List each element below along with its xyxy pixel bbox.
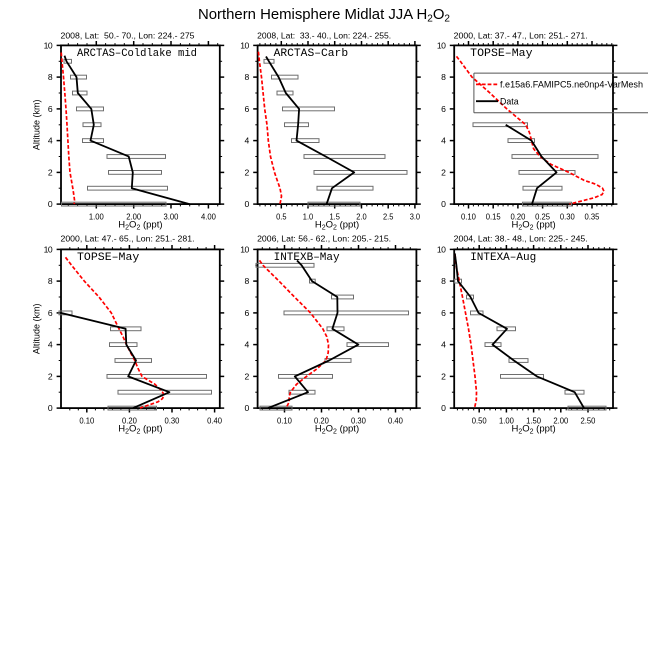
svg-text:INTEXA–Aug: INTEXA–Aug — [470, 252, 536, 264]
svg-text:H2O2 (ppt): H2O2 (ppt) — [118, 424, 162, 436]
svg-text:0.40: 0.40 — [388, 415, 403, 425]
svg-text:10: 10 — [240, 244, 249, 254]
svg-text:0.10: 0.10 — [79, 415, 94, 425]
svg-text:2008, Lat: 33.- 40., Lon: 224: 2008, Lat: 33.- 40., Lon: 224.- 255. — [257, 31, 391, 41]
svg-text:2.50: 2.50 — [581, 415, 596, 425]
svg-text:Data: Data — [500, 96, 519, 106]
svg-text:Northern Hemisphere Midlat JJA: Northern Hemisphere Midlat JJA H2O2 — [198, 7, 450, 25]
svg-text:H2O2 (ppt): H2O2 (ppt) — [511, 220, 555, 232]
svg-text:H2O2 (ppt): H2O2 (ppt) — [315, 220, 359, 232]
svg-text:Altitude (km): Altitude (km) — [32, 304, 42, 355]
svg-text:0: 0 — [48, 403, 53, 413]
svg-text:2.00: 2.00 — [126, 211, 141, 221]
svg-text:1.00: 1.00 — [89, 211, 104, 221]
svg-text:H2O2 (ppt): H2O2 (ppt) — [315, 424, 359, 436]
svg-text:ARCTAS–Coldlake mid: ARCTAS–Coldlake mid — [77, 48, 197, 60]
svg-text:10: 10 — [44, 40, 53, 50]
svg-text:6: 6 — [441, 308, 446, 318]
svg-text:6: 6 — [245, 104, 250, 114]
svg-text:4: 4 — [48, 136, 53, 146]
svg-text:8: 8 — [245, 72, 250, 82]
svg-text:1.00: 1.00 — [499, 415, 514, 425]
svg-text:6: 6 — [48, 104, 53, 114]
svg-text:3.0: 3.0 — [410, 211, 421, 221]
svg-text:2008, Lat: 50.- 70., Lon: 224: 2008, Lat: 50.- 70., Lon: 224.- 275 — [61, 31, 195, 41]
svg-text:ARCTAS–Carb: ARCTAS–Carb — [274, 48, 349, 60]
svg-text:4: 4 — [441, 340, 446, 350]
svg-text:TOPSE–May: TOPSE–May — [470, 48, 533, 60]
svg-text:2006, Lat: 56.- 62., Lon: 205.: 2006, Lat: 56.- 62., Lon: 205.- 215. — [257, 234, 391, 244]
svg-text:8: 8 — [245, 276, 250, 286]
svg-text:2.5: 2.5 — [383, 211, 394, 221]
svg-text:2: 2 — [441, 167, 446, 177]
svg-text:2000, Lat: 47.- 65., Lon: 251.: 2000, Lat: 47.- 65., Lon: 251.- 281. — [61, 234, 195, 244]
svg-text:10: 10 — [437, 40, 446, 50]
svg-text:1.0: 1.0 — [303, 211, 314, 221]
svg-text:2.0: 2.0 — [356, 211, 367, 221]
svg-text:8: 8 — [48, 72, 53, 82]
svg-text:0.5: 0.5 — [276, 211, 287, 221]
svg-text:0.40: 0.40 — [207, 415, 222, 425]
svg-text:2.00: 2.00 — [553, 415, 568, 425]
svg-text:TOPSE–May: TOPSE–May — [77, 252, 140, 264]
svg-text:0: 0 — [245, 199, 250, 209]
svg-text:H2O2 (ppt): H2O2 (ppt) — [118, 220, 162, 232]
svg-text:1.50: 1.50 — [526, 415, 541, 425]
svg-text:0.30: 0.30 — [560, 211, 575, 221]
svg-text:4.00: 4.00 — [201, 211, 216, 221]
svg-text:0.20: 0.20 — [122, 415, 137, 425]
svg-text:0.20: 0.20 — [510, 211, 525, 221]
svg-text:0.25: 0.25 — [535, 211, 550, 221]
svg-text:0.50: 0.50 — [472, 415, 487, 425]
svg-text:10: 10 — [240, 40, 249, 50]
svg-text:10: 10 — [437, 244, 446, 254]
svg-text:0.35: 0.35 — [585, 211, 600, 221]
svg-text:4: 4 — [441, 136, 446, 146]
svg-text:6: 6 — [48, 308, 53, 318]
svg-text:2: 2 — [48, 371, 53, 381]
svg-text:6: 6 — [245, 308, 250, 318]
svg-text:0: 0 — [441, 199, 446, 209]
svg-text:8: 8 — [441, 276, 446, 286]
svg-text:2: 2 — [441, 371, 446, 381]
svg-text:f.e15a6.FAMIPC5.ne0np4-VarMesh: f.e15a6.FAMIPC5.ne0np4-VarMesh — [500, 79, 643, 89]
svg-text:4: 4 — [245, 136, 250, 146]
svg-text:0.30: 0.30 — [165, 415, 180, 425]
svg-text:2000, Lat: 37.- 47., Lon: 251.: 2000, Lat: 37.- 47., Lon: 251.- 271. — [454, 31, 588, 41]
svg-text:2: 2 — [245, 371, 250, 381]
svg-text:0.10: 0.10 — [277, 415, 292, 425]
svg-text:8: 8 — [48, 276, 53, 286]
svg-text:8: 8 — [441, 72, 446, 82]
svg-text:0.30: 0.30 — [351, 415, 366, 425]
svg-text:2: 2 — [48, 167, 53, 177]
svg-text:0.15: 0.15 — [486, 211, 501, 221]
svg-text:Altitude (km): Altitude (km) — [32, 100, 42, 151]
svg-text:2: 2 — [245, 167, 250, 177]
svg-text:1.5: 1.5 — [330, 211, 341, 221]
svg-text:0.10: 0.10 — [461, 211, 476, 221]
svg-text:H2O2 (ppt): H2O2 (ppt) — [511, 424, 555, 436]
svg-text:10: 10 — [44, 244, 53, 254]
svg-text:4: 4 — [48, 340, 53, 350]
svg-text:0.20: 0.20 — [314, 415, 329, 425]
svg-text:4: 4 — [245, 340, 250, 350]
svg-text:0: 0 — [441, 403, 446, 413]
svg-text:6: 6 — [441, 104, 446, 114]
svg-text:0: 0 — [48, 199, 53, 209]
svg-text:INTEXB–May: INTEXB–May — [274, 252, 340, 264]
svg-text:2004, Lat: 38.- 48., Lon: 225.: 2004, Lat: 38.- 48., Lon: 225.- 245. — [454, 234, 588, 244]
svg-text:0: 0 — [245, 403, 250, 413]
svg-text:3.00: 3.00 — [164, 211, 179, 221]
